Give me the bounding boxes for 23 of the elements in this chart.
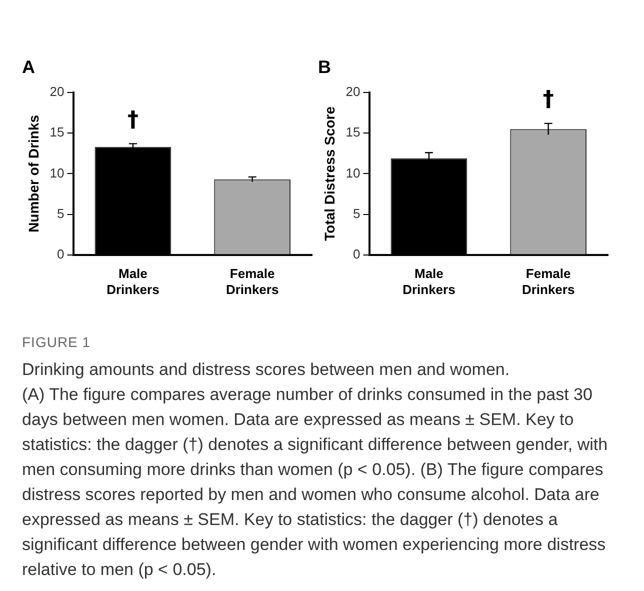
y-tick-label: 5	[57, 206, 64, 221]
y-axis-title: Total Distress Score	[321, 106, 338, 241]
text: (A) The figure compares average number of drinks consumed in the past 30 days between men women. Data are expressed as means ± SEM. Key to statistics: the dagger (†) denotes a significant difference between gender, with men consuming more drinks than women (p < 0.05). (B) The figure compares distress scores reported by men and women who consume alcohol. Data are expressed as means ± SEM. Key to statistics: the dagger (†) denotes a significant difference between gender with women experiencing more distress relative to men (p < 0.05).	[22, 384, 609, 581]
text: Drinking amounts and distress scores between men and women.	[22, 359, 511, 381]
y-tick-label: 15	[346, 124, 360, 140]
x-tick-label: Male Drinkers	[106, 266, 160, 297]
x-tick-label: Male Drinkers	[402, 266, 456, 297]
annotation: †	[542, 87, 554, 112]
y-axis-title: Number of Drinks	[25, 114, 42, 232]
y-tick-label: 10	[346, 165, 360, 180]
annotation: †	[127, 107, 138, 132]
y-tick-label: 0	[57, 246, 64, 262]
chart-title: B	[318, 56, 331, 77]
y-tick-label: 20	[346, 84, 360, 100]
y-tick-label: 0	[353, 246, 360, 262]
x-tick-label: Female Drinkers	[226, 266, 279, 297]
y-tick-label: 10	[50, 165, 64, 180]
x-tick-label: Female Drinkers	[522, 266, 575, 297]
y-tick-label: 15	[50, 124, 64, 140]
caption: FIGURE 1	[22, 333, 92, 352]
y-tick-label: 5	[353, 206, 360, 221]
y-tick-label: 20	[50, 84, 64, 100]
chart-title: A	[22, 56, 35, 77]
